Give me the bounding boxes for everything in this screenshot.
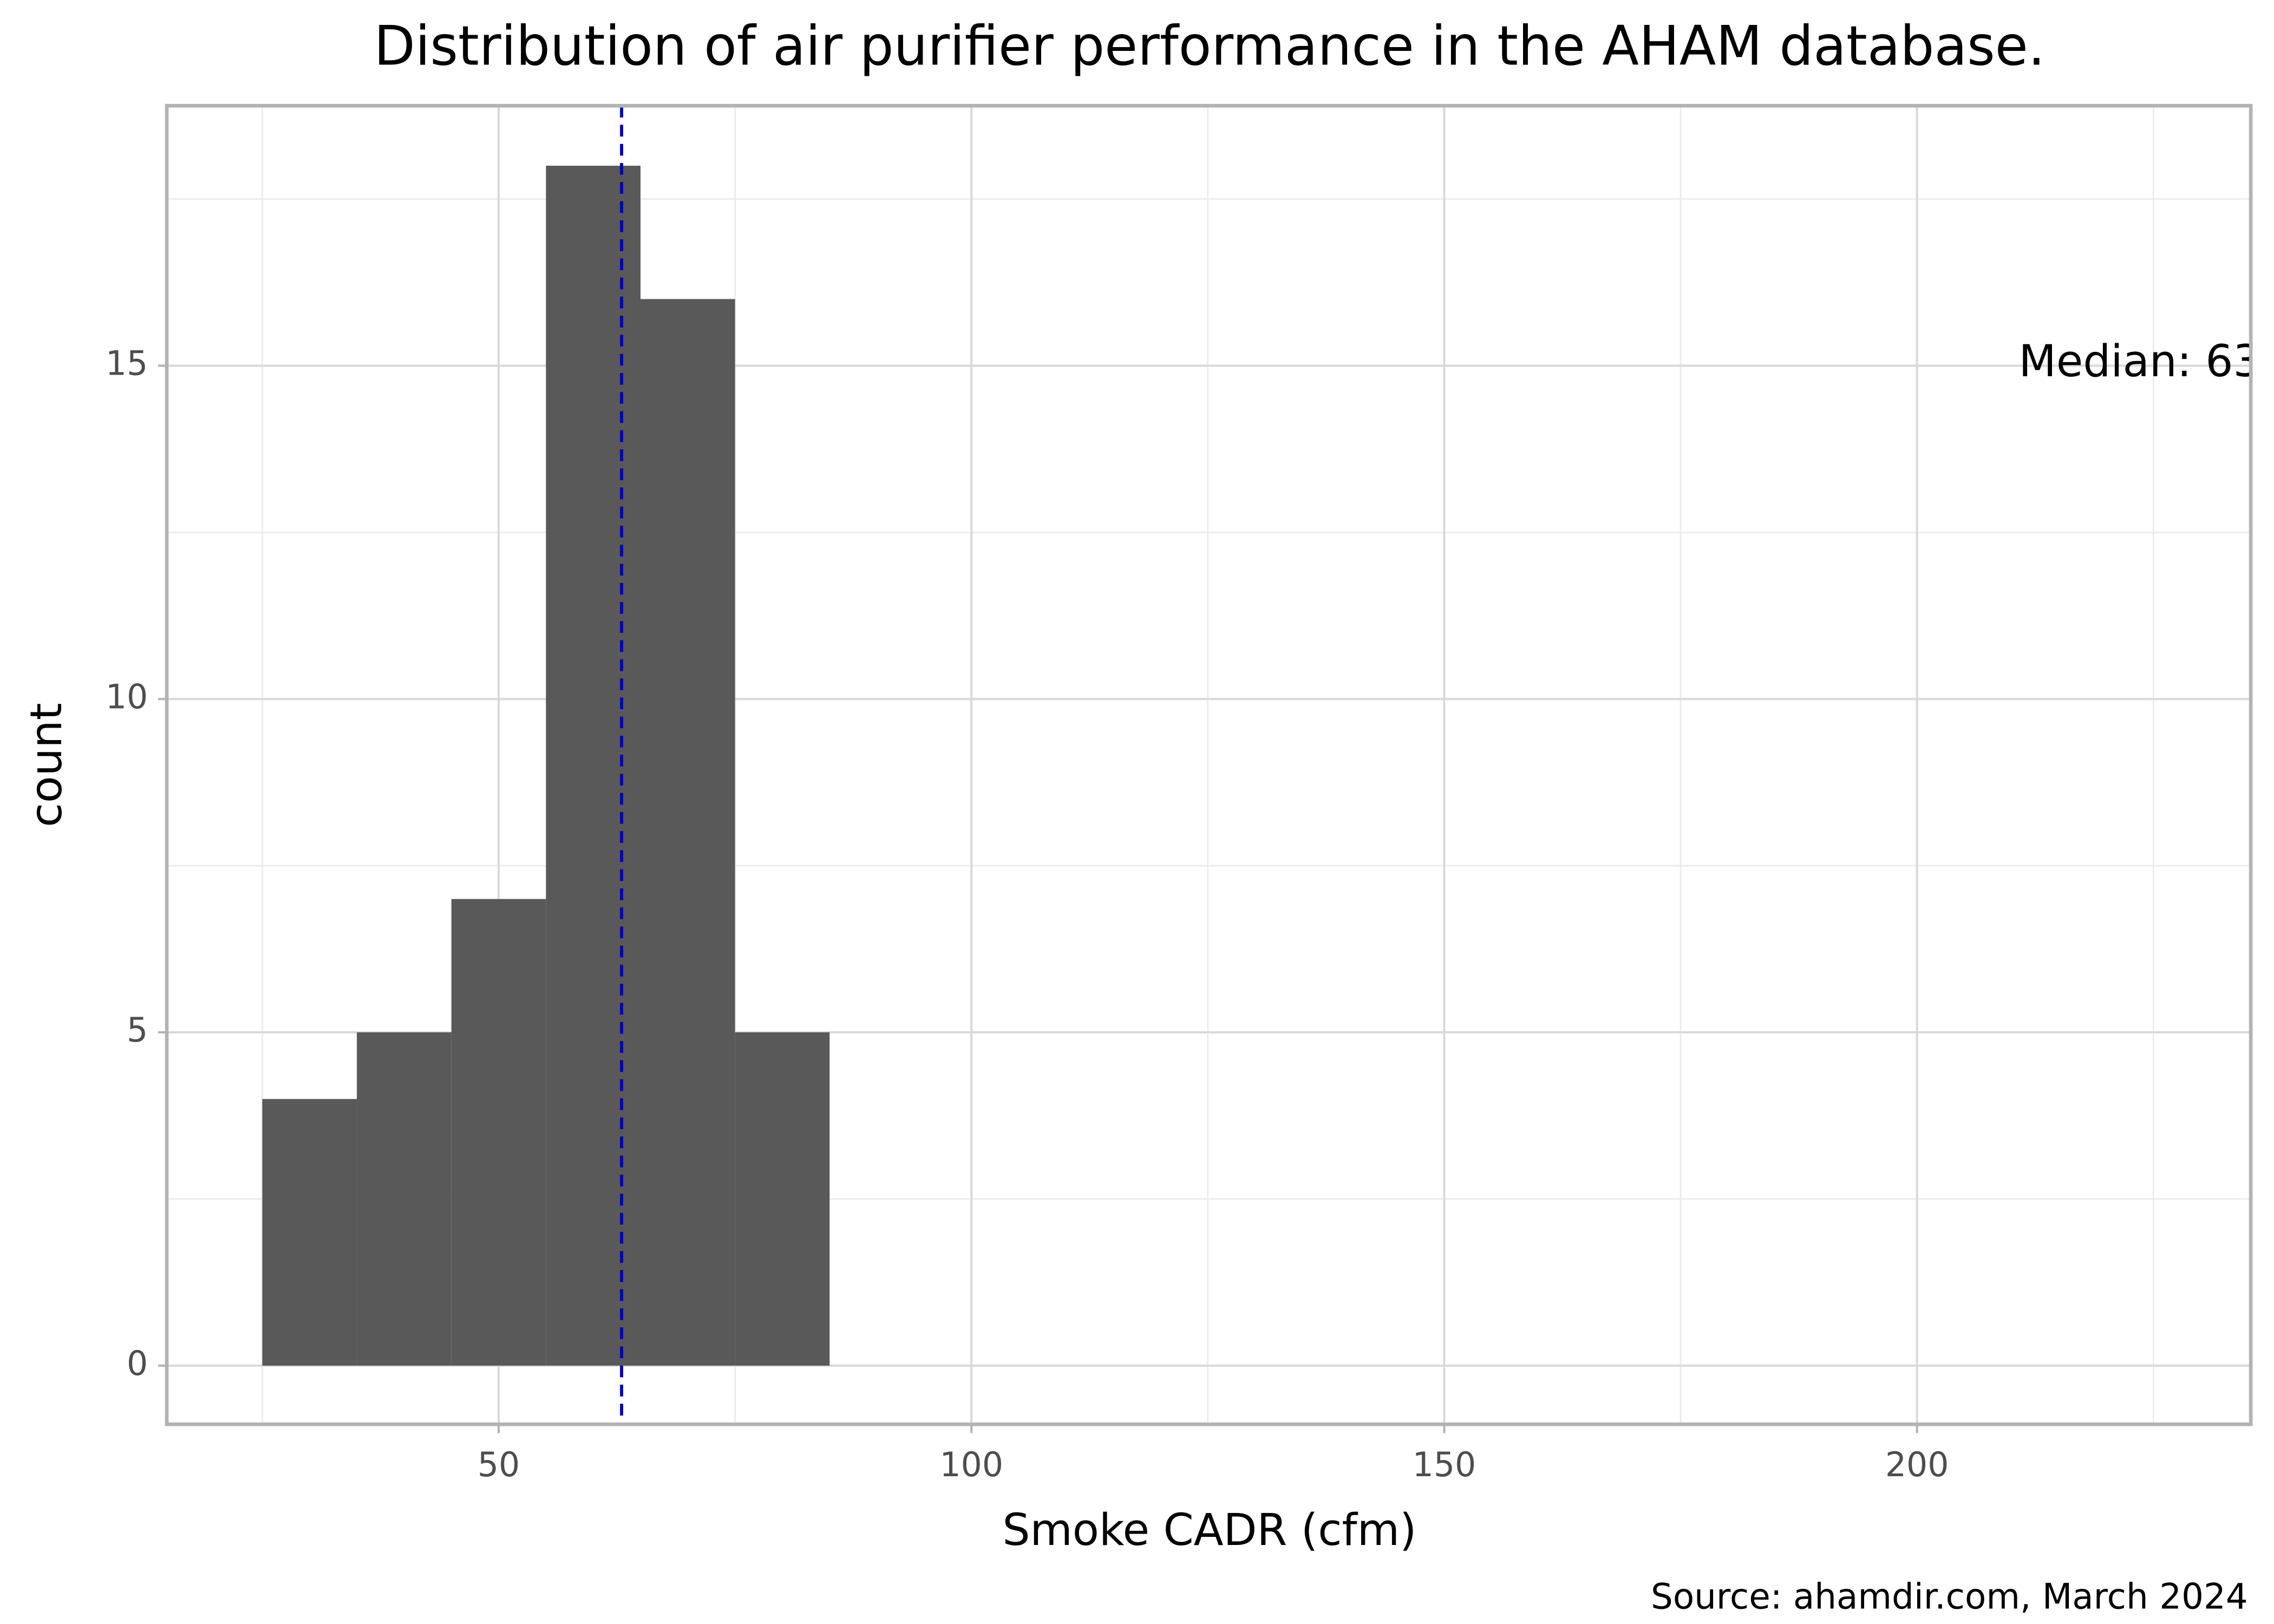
panel-border xyxy=(165,103,2253,1426)
x-tick-label: 200 xyxy=(1885,1445,1949,1484)
bar xyxy=(640,299,735,1366)
x-tick-label: 50 xyxy=(478,1445,520,1484)
x-tick-label: 100 xyxy=(939,1445,1003,1484)
bar xyxy=(262,1099,357,1366)
x-tick-label: 150 xyxy=(1413,1445,1476,1484)
y-axis-label: count xyxy=(21,703,71,827)
x-axis-label: Smoke CADR (cfm) xyxy=(1003,1504,1417,1556)
bar xyxy=(546,166,641,1366)
caption: Source: ahamdir.com, March 2024 xyxy=(1651,1576,2248,1617)
bar xyxy=(451,899,546,1366)
y-tick-label: 5 xyxy=(127,1010,148,1050)
median-annotation: Median: 63 xyxy=(2019,336,2261,387)
y-tick-label: 10 xyxy=(106,677,148,716)
bar xyxy=(357,1032,452,1366)
y-tick-label: 15 xyxy=(106,343,148,383)
y-tick-label: 0 xyxy=(127,1344,148,1383)
plot-area: Median: 63 xyxy=(262,106,2261,1425)
bar xyxy=(735,1032,830,1366)
chart-title: Distribution of air purifier performance… xyxy=(374,14,2046,78)
